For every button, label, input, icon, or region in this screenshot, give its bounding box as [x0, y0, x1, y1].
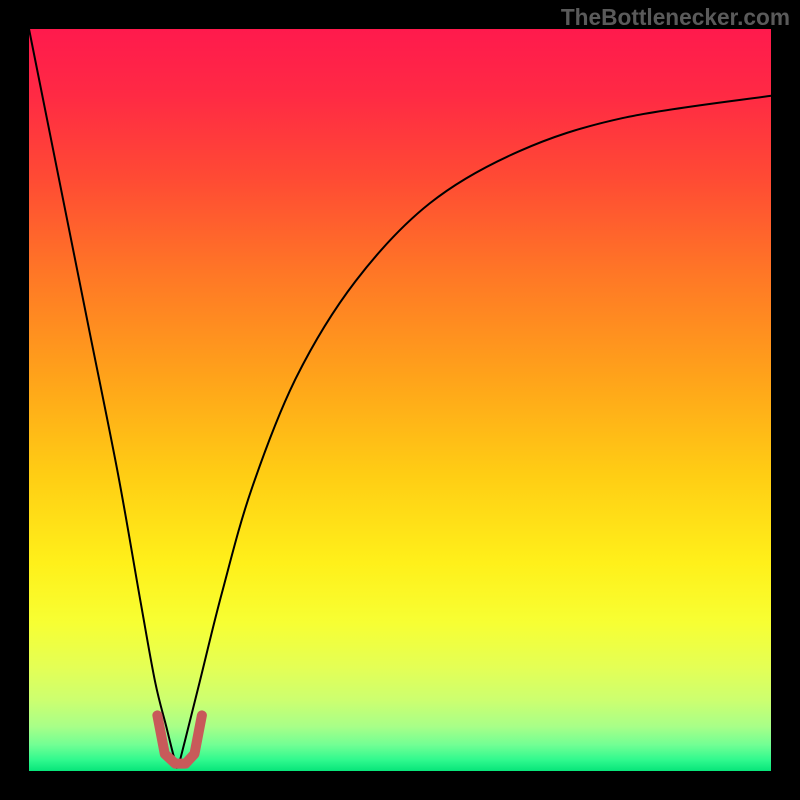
- plot-svg: [0, 0, 800, 800]
- bottleneck-figure: TheBottlenecker.com: [0, 0, 800, 800]
- plot-background-gradient: [29, 29, 771, 771]
